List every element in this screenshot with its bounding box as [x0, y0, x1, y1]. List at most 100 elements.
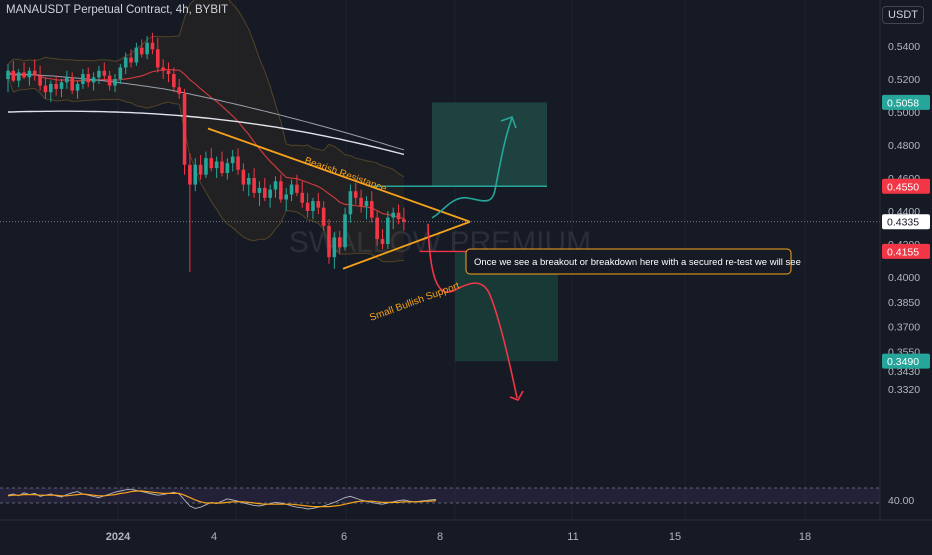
callout-frame: [465, 248, 792, 275]
candle-17: [97, 65, 101, 84]
ma-white: [7, 110, 405, 156]
candle-body-4: [27, 70, 32, 78]
price-label-text-3: 0.4155: [887, 246, 919, 258]
candle-body-14: [81, 74, 85, 84]
candle-body-25: [139, 47, 144, 55]
trendlines[interactable]: [207, 127, 471, 270]
candle-body-49: [268, 189, 272, 198]
candle-body-31: [172, 74, 176, 88]
candle-6: [38, 65, 42, 91]
candle-body-11: [65, 77, 69, 83]
bearish-arrow-head: [509, 390, 524, 401]
bollinger-bands: [7, 0, 405, 263]
candle-body-38: [209, 158, 214, 169]
candle-body-10: [59, 82, 64, 89]
candle-body-50: [273, 181, 278, 190]
candle-body-36: [198, 164, 203, 175]
price-label-text-2: 0.4335: [887, 217, 919, 229]
time-tick-2: 6: [341, 531, 347, 543]
candle-52: [284, 187, 288, 211]
oscillator-pane: [0, 487, 880, 510]
candle-33: [182, 88, 187, 175]
candle-body-12: [70, 77, 74, 91]
price-tick-12: 0.3320: [888, 384, 920, 396]
candle-body-18: [102, 70, 107, 76]
candle-body-48: [263, 187, 267, 198]
candle-body-39: [214, 161, 219, 169]
candle-49: [268, 184, 272, 208]
currency-button[interactable]: USDT: [882, 6, 924, 24]
candle-37: [204, 151, 208, 178]
candle-body-20: [113, 79, 117, 86]
candle-46: [252, 168, 256, 198]
candle-body-15: [86, 74, 91, 83]
candle-32: [177, 79, 181, 99]
candle-body-62: [337, 237, 342, 248]
bollinger-upper: [7, 0, 405, 178]
time-tick-6: 18: [799, 531, 811, 543]
bearish-projection-path: [427, 223, 518, 399]
candle-10: [59, 79, 64, 98]
candle-body-53: [289, 184, 294, 195]
candle-27: [150, 32, 155, 55]
price-label-bg-0: [882, 94, 930, 110]
candle-8: [49, 80, 53, 103]
candle-body-26: [145, 42, 149, 55]
candle-30: [166, 62, 171, 83]
candle-25: [139, 39, 144, 58]
candle-73: [396, 204, 401, 225]
candle-50: [273, 176, 278, 198]
candle-body-29: [161, 67, 165, 71]
candle-body-33: [182, 93, 187, 165]
candle-13: [75, 80, 80, 99]
candle-body-5: [32, 70, 37, 76]
price-axis[interactable]: 0.54000.52000.50000.48000.46000.44000.42…: [888, 41, 920, 507]
candle-67: [364, 196, 369, 220]
candle-45: [246, 173, 251, 197]
candle-71: [386, 211, 390, 249]
candle-body-8: [49, 83, 53, 93]
candle-36: [198, 154, 203, 180]
candle-body-7: [43, 85, 48, 93]
candle-body-57: [311, 201, 315, 211]
time-axis[interactable]: 2024 4 6 8 11 15 18: [106, 531, 811, 543]
candle-58: [316, 192, 321, 215]
candle-5: [32, 59, 37, 81]
candle-55: [300, 181, 305, 208]
candle-9: [54, 75, 58, 96]
time-tick-4: 11: [567, 531, 578, 543]
bollinger-lower: [7, 77, 404, 263]
price-tick-9: 0.3700: [888, 322, 920, 334]
candle-23: [129, 49, 133, 68]
candle-53: [289, 179, 294, 202]
candle-63: [343, 207, 347, 251]
bullish-arrow-head: [500, 115, 517, 129]
candle-28: [156, 37, 160, 73]
candle-body-73: [396, 212, 401, 220]
callout-box[interactable]: Once we see a breakout or breakdown here…: [465, 248, 801, 275]
oscillator-band: [0, 488, 880, 503]
candle-body-64: [348, 191, 353, 215]
candle-body-74: [402, 219, 406, 222]
price-tick-11: 0.3430: [888, 366, 920, 378]
candle-44: [241, 163, 246, 192]
candle-body-71: [386, 217, 390, 244]
candle-body-69: [375, 217, 379, 240]
candle-7: [43, 77, 48, 99]
candle-60: [327, 219, 331, 264]
candle-0: [6, 64, 10, 93]
candle-body-52: [284, 194, 288, 200]
oscillator-level-label: 40.00: [888, 495, 914, 507]
candle-body-55: [300, 192, 305, 203]
candle-body-37: [204, 158, 208, 175]
candle-body-59: [321, 207, 326, 226]
candle-body-45: [246, 178, 251, 185]
candle-62: [337, 230, 342, 254]
price-tick-1: 0.5200: [888, 74, 920, 86]
candle-body-19: [107, 75, 112, 86]
candle-15: [86, 67, 91, 88]
candle-26: [145, 36, 149, 60]
candle-2: [16, 69, 21, 88]
